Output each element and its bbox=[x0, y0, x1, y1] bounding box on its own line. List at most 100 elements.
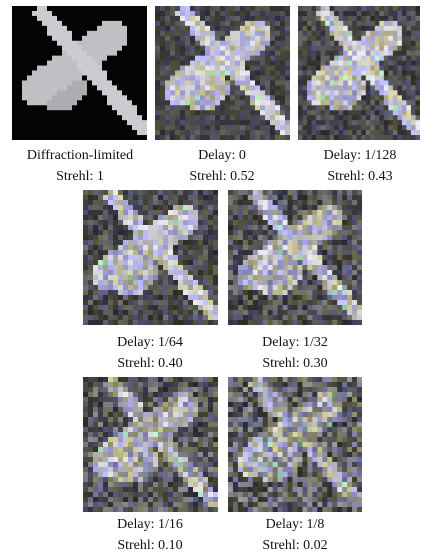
pixel bbox=[317, 200, 322, 205]
pixel bbox=[337, 240, 342, 245]
pixel bbox=[208, 225, 213, 230]
pixel bbox=[193, 382, 198, 387]
pixel bbox=[240, 115, 245, 120]
pixel bbox=[127, 110, 132, 115]
pixel bbox=[265, 6, 270, 11]
pixel bbox=[208, 387, 213, 392]
pixel bbox=[357, 265, 362, 270]
pixel bbox=[160, 135, 165, 140]
pixel bbox=[332, 482, 337, 487]
pixel bbox=[195, 90, 200, 95]
pixel bbox=[62, 36, 67, 41]
pixel bbox=[193, 397, 198, 402]
pixel bbox=[307, 240, 312, 245]
pixel bbox=[258, 442, 263, 447]
pixel bbox=[118, 447, 123, 452]
pixel bbox=[198, 447, 203, 452]
pixel bbox=[173, 447, 178, 452]
pixel bbox=[388, 120, 393, 125]
pixel bbox=[168, 487, 173, 492]
pixel bbox=[332, 220, 337, 225]
pixel bbox=[332, 275, 337, 280]
pixel bbox=[62, 61, 67, 66]
pixel bbox=[406, 125, 411, 130]
pixel bbox=[42, 105, 47, 110]
pixel bbox=[337, 432, 342, 437]
pixel bbox=[343, 66, 348, 71]
pixel bbox=[178, 225, 183, 230]
pixel bbox=[393, 110, 398, 115]
pixel bbox=[238, 195, 243, 200]
pixel bbox=[370, 75, 375, 80]
pixel bbox=[195, 61, 200, 66]
pixel bbox=[240, 36, 245, 41]
pixel bbox=[255, 85, 260, 90]
pixel bbox=[87, 31, 92, 36]
pixel bbox=[228, 437, 233, 442]
pixel bbox=[132, 61, 137, 66]
pixel bbox=[113, 220, 118, 225]
pixel bbox=[220, 75, 225, 80]
pixel bbox=[337, 437, 342, 442]
pixel bbox=[198, 235, 203, 240]
pixel bbox=[183, 240, 188, 245]
pixel bbox=[213, 447, 218, 452]
pixel bbox=[384, 80, 389, 85]
pixel bbox=[243, 407, 248, 412]
pixel bbox=[133, 462, 138, 467]
pixel bbox=[185, 130, 190, 135]
pixel bbox=[312, 41, 317, 46]
pixel bbox=[123, 235, 128, 240]
pixel bbox=[102, 36, 107, 41]
pixel bbox=[143, 382, 148, 387]
pixel bbox=[97, 105, 102, 110]
pixel bbox=[122, 31, 127, 36]
pixel bbox=[27, 85, 32, 90]
pixel bbox=[175, 75, 180, 80]
pixel bbox=[143, 477, 148, 482]
pixel bbox=[327, 402, 332, 407]
pixel bbox=[334, 95, 339, 100]
pixel bbox=[143, 462, 148, 467]
pixel bbox=[132, 115, 137, 120]
pixel bbox=[52, 46, 57, 51]
pixel bbox=[198, 190, 203, 195]
pixel bbox=[160, 125, 165, 130]
pixel bbox=[123, 290, 128, 295]
pixel bbox=[118, 487, 123, 492]
pixel bbox=[165, 31, 170, 36]
pixel bbox=[263, 467, 268, 472]
pixel bbox=[163, 260, 168, 265]
pixel bbox=[342, 472, 347, 477]
pixel bbox=[188, 315, 193, 320]
pixel bbox=[118, 300, 123, 305]
pixel bbox=[316, 125, 321, 130]
pixel bbox=[213, 497, 218, 502]
pixel bbox=[148, 265, 153, 270]
pixel bbox=[83, 190, 88, 195]
pixel bbox=[107, 56, 112, 61]
pixel bbox=[108, 310, 113, 315]
pixel bbox=[98, 260, 103, 265]
pixel bbox=[132, 85, 137, 90]
pixel bbox=[337, 235, 342, 240]
pixel bbox=[183, 205, 188, 210]
pixel bbox=[32, 110, 37, 115]
pixel bbox=[255, 115, 260, 120]
pixel bbox=[243, 220, 248, 225]
pixel bbox=[215, 75, 220, 80]
pixel bbox=[379, 31, 384, 36]
pixel bbox=[93, 457, 98, 462]
pixel bbox=[77, 51, 82, 56]
pixel bbox=[118, 225, 123, 230]
pixel bbox=[178, 472, 183, 477]
pixel bbox=[193, 270, 198, 275]
pixel bbox=[275, 26, 280, 31]
pixel bbox=[225, 110, 230, 115]
pixel bbox=[133, 245, 138, 250]
pixel bbox=[37, 21, 42, 26]
pixel bbox=[213, 255, 218, 260]
pixel bbox=[163, 487, 168, 492]
pixel bbox=[273, 285, 278, 290]
pixel bbox=[366, 110, 371, 115]
